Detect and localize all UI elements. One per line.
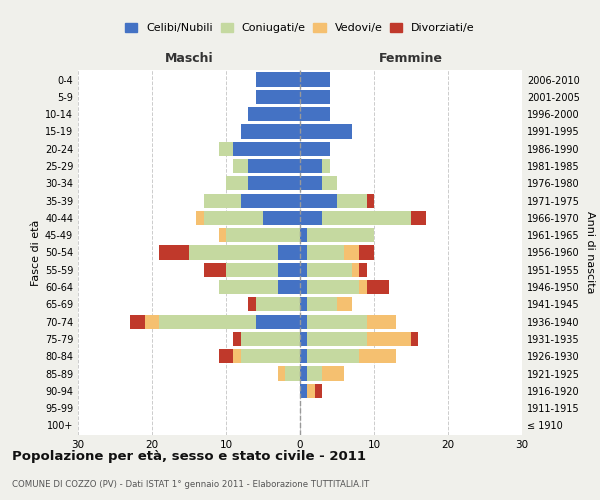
Bar xyxy=(359,246,374,260)
Bar xyxy=(218,142,233,156)
Bar xyxy=(300,142,329,156)
Bar xyxy=(307,349,359,364)
Text: Maschi: Maschi xyxy=(164,52,214,65)
Bar xyxy=(248,107,300,121)
Bar xyxy=(367,314,396,329)
Bar xyxy=(300,298,307,312)
Bar xyxy=(300,159,322,173)
Bar xyxy=(248,159,300,173)
Bar xyxy=(241,332,300,346)
Bar xyxy=(278,262,300,277)
Bar xyxy=(315,384,322,398)
Bar xyxy=(300,366,307,380)
Bar xyxy=(256,314,300,329)
Bar xyxy=(307,228,374,242)
Bar xyxy=(300,211,322,225)
Bar xyxy=(322,176,337,190)
Bar xyxy=(300,246,307,260)
Bar xyxy=(367,332,411,346)
Bar xyxy=(307,298,337,312)
Text: COMUNE DI COZZO (PV) - Dati ISTAT 1° gennaio 2011 - Elaborazione TUTTITALIA.IT: COMUNE DI COZZO (PV) - Dati ISTAT 1° gen… xyxy=(12,480,369,489)
Bar xyxy=(285,366,300,380)
Bar xyxy=(307,280,359,294)
Bar xyxy=(226,262,278,277)
Bar xyxy=(367,194,374,207)
Bar xyxy=(359,349,396,364)
Bar xyxy=(367,280,389,294)
Bar xyxy=(233,332,241,346)
Legend: Celibi/Nubili, Coniugati/e, Vedovi/e, Divorziati/e: Celibi/Nubili, Coniugati/e, Vedovi/e, Di… xyxy=(123,21,477,35)
Bar xyxy=(241,194,300,207)
Bar xyxy=(160,314,256,329)
Bar xyxy=(307,262,352,277)
Bar xyxy=(300,72,329,86)
Bar xyxy=(300,194,337,207)
Text: Femmine: Femmine xyxy=(379,52,443,65)
Bar xyxy=(233,159,248,173)
Bar xyxy=(300,262,307,277)
Bar xyxy=(300,228,307,242)
Bar xyxy=(411,332,418,346)
Bar xyxy=(226,228,300,242)
Bar xyxy=(130,314,145,329)
Bar xyxy=(241,124,300,138)
Bar xyxy=(248,176,300,190)
Bar xyxy=(278,246,300,260)
Bar xyxy=(256,90,300,104)
Bar xyxy=(337,298,352,312)
Bar xyxy=(300,124,352,138)
Bar xyxy=(300,176,322,190)
Bar xyxy=(263,211,300,225)
Bar xyxy=(233,142,300,156)
Bar xyxy=(218,280,278,294)
Bar xyxy=(300,90,329,104)
Bar xyxy=(241,349,300,364)
Text: Popolazione per età, sesso e stato civile - 2011: Popolazione per età, sesso e stato civil… xyxy=(12,450,366,463)
Bar xyxy=(307,246,344,260)
Y-axis label: Anni di nascita: Anni di nascita xyxy=(585,211,595,294)
Bar xyxy=(189,246,278,260)
Bar xyxy=(359,262,367,277)
Bar xyxy=(359,280,367,294)
Bar xyxy=(300,314,307,329)
Bar xyxy=(256,298,300,312)
Bar xyxy=(322,159,329,173)
Bar xyxy=(248,298,256,312)
Bar xyxy=(145,314,160,329)
Bar xyxy=(307,314,367,329)
Bar xyxy=(411,211,426,225)
Bar xyxy=(337,194,367,207)
Bar xyxy=(226,176,248,190)
Bar xyxy=(352,262,359,277)
Bar xyxy=(344,246,359,260)
Bar xyxy=(300,107,329,121)
Bar xyxy=(307,332,367,346)
Bar xyxy=(204,211,263,225)
Bar xyxy=(204,194,241,207)
Bar xyxy=(300,332,307,346)
Bar xyxy=(307,366,322,380)
Bar xyxy=(300,384,307,398)
Bar xyxy=(233,349,241,364)
Bar xyxy=(204,262,226,277)
Bar xyxy=(256,72,300,86)
Bar xyxy=(218,349,233,364)
Bar xyxy=(322,211,411,225)
Bar xyxy=(300,280,307,294)
Bar xyxy=(278,366,285,380)
Y-axis label: Fasce di età: Fasce di età xyxy=(31,220,41,286)
Bar xyxy=(278,280,300,294)
Bar xyxy=(218,228,226,242)
Bar xyxy=(322,366,344,380)
Bar xyxy=(307,384,315,398)
Bar xyxy=(300,349,307,364)
Bar xyxy=(160,246,189,260)
Bar xyxy=(196,211,204,225)
